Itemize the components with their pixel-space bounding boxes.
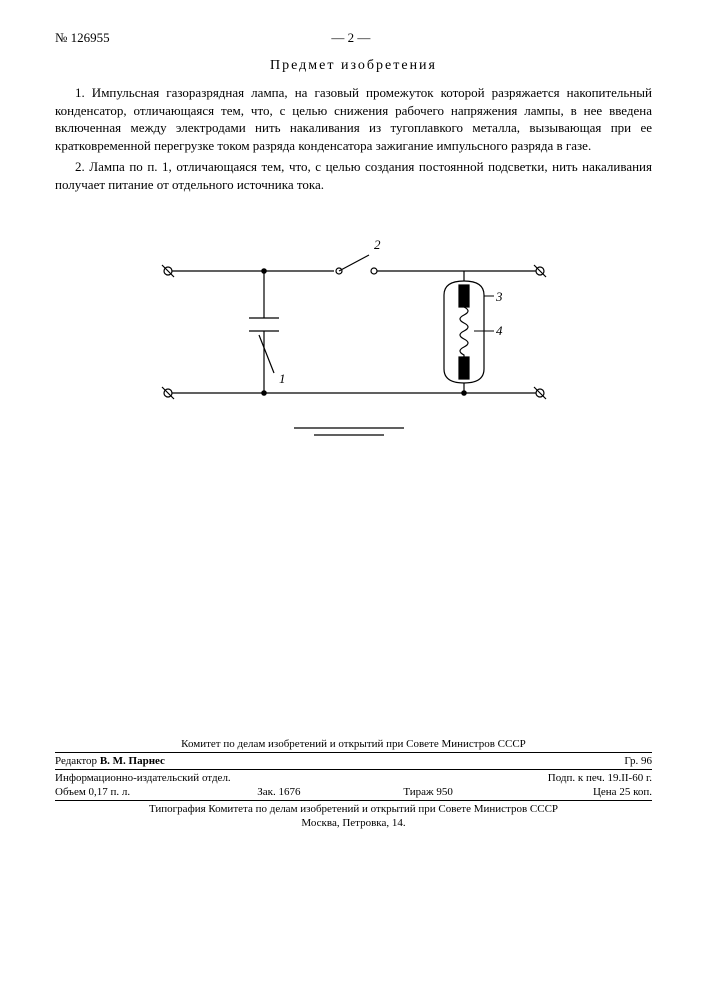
footer-print-date: Подп. к печ. 19.II-60 г. bbox=[548, 772, 652, 784]
page-indicator: — 2 — bbox=[331, 30, 370, 46]
footer-order: Зак. 1676 bbox=[204, 786, 353, 798]
footer-dept: Информационно-издательский отдел. bbox=[55, 772, 231, 784]
footer-committee: Комитет по делам изобретений и открытий … bbox=[55, 738, 652, 750]
footer-price: Цена 25 коп. bbox=[503, 786, 652, 798]
footer-editor-row: Редактор В. М. Парнес Гр. 96 bbox=[55, 755, 652, 767]
footer-rule-1 bbox=[55, 752, 652, 753]
footer-address: Москва, Петровка, 14. bbox=[55, 817, 652, 829]
footer-volume-row: Объем 0,17 п. л. Зак. 1676 Тираж 950 Цен… bbox=[55, 786, 652, 798]
figure-label-4: 4 bbox=[496, 323, 503, 338]
footer-dept-row: Информационно-издательский отдел. Подп. … bbox=[55, 772, 652, 784]
footer-circulation: Тираж 950 bbox=[354, 786, 503, 798]
footer-editor: Редактор В. М. Парнес bbox=[55, 755, 165, 767]
page-content: № 126955 — 2 — Предмет изобретения 1. Им… bbox=[0, 0, 707, 861]
figure-label-3: 3 bbox=[495, 289, 503, 304]
footer-group: Гр. 96 bbox=[624, 755, 652, 767]
claim-1: 1. Импульсная газоразрядная лампа, на га… bbox=[55, 84, 652, 154]
footer-typography: Типография Комитета по делам изобретений… bbox=[55, 803, 652, 815]
circuit-svg: 1 2 3 4 bbox=[144, 223, 564, 453]
footer-rule-2 bbox=[55, 769, 652, 770]
figure-label-1: 1 bbox=[279, 371, 286, 386]
figure-label-2: 2 bbox=[374, 237, 381, 252]
circuit-figure: 1 2 3 4 bbox=[55, 223, 652, 458]
claim-2: 2. Лампа по п. 1, отличающаяся тем, что,… bbox=[55, 158, 652, 193]
section-title: Предмет изобретения bbox=[55, 58, 652, 74]
patent-number: № 126955 bbox=[55, 30, 110, 46]
header-row: № 126955 — 2 — bbox=[55, 30, 652, 46]
footer-rule-3 bbox=[55, 800, 652, 801]
footer-block: Комитет по делам изобретений и открытий … bbox=[55, 738, 652, 829]
footer-volume: Объем 0,17 п. л. bbox=[55, 786, 204, 798]
